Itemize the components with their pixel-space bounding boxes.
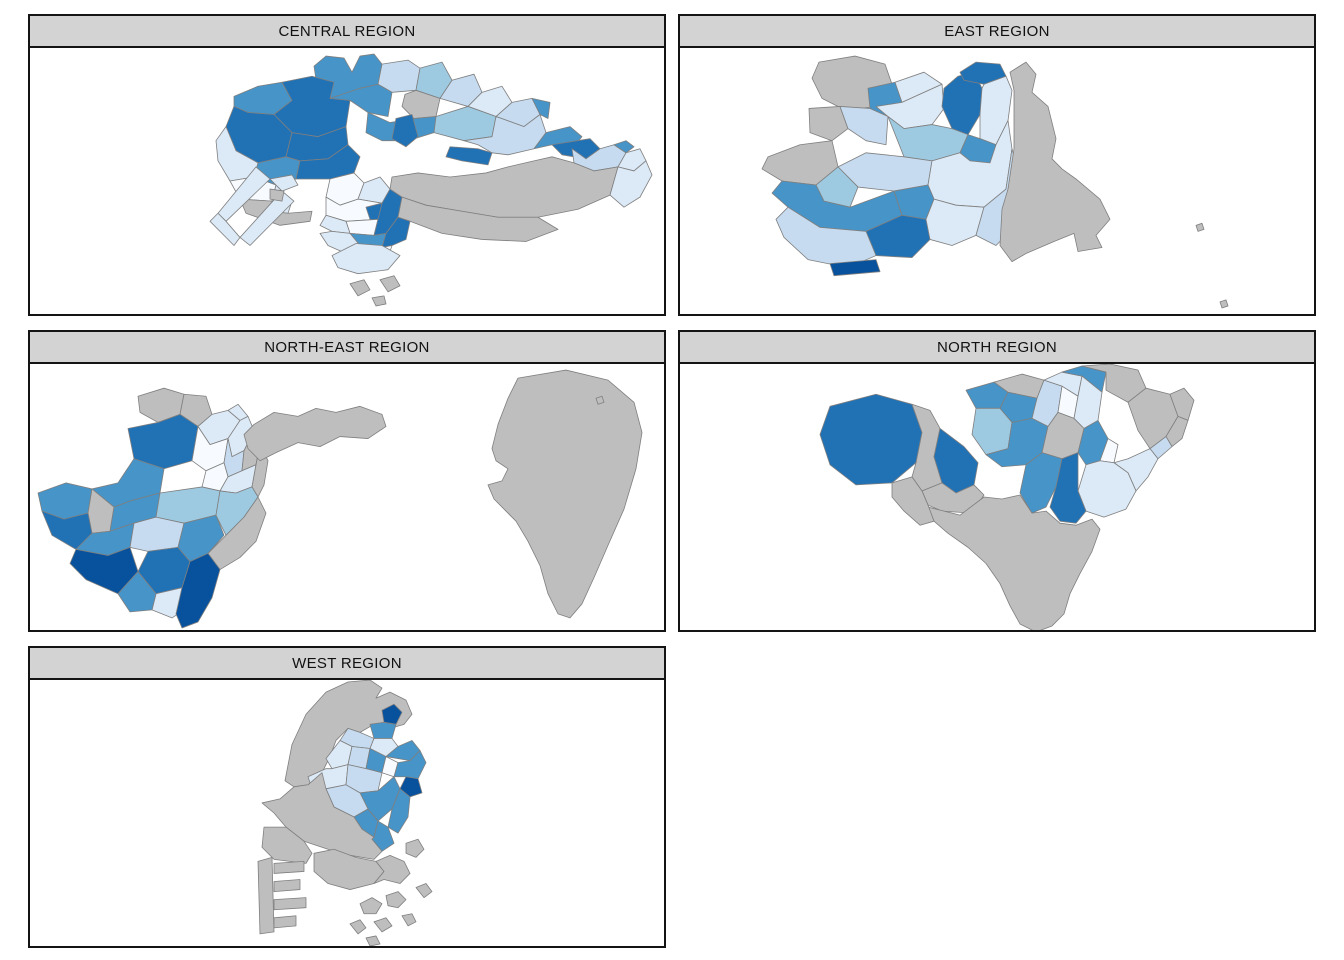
subzone-polygon (117, 571, 157, 613)
subzone-polygon (415, 883, 433, 899)
subzone-polygon (1061, 365, 1107, 393)
subzone-polygon (531, 97, 551, 119)
subzone-polygon (613, 140, 635, 154)
map-north-region (819, 364, 1195, 630)
subzone-polygon (239, 190, 295, 246)
map-area-east-region (678, 48, 1316, 316)
subzone-polygon (284, 680, 413, 788)
subzone-polygon (385, 891, 407, 909)
subzone-polygon (487, 369, 643, 619)
subzone-polygon (609, 160, 653, 208)
panel-central-region: CENTRAL REGION (28, 14, 666, 316)
subzone-polygon (925, 198, 985, 246)
subzone-polygon (273, 879, 301, 892)
subzone-polygon (971, 407, 1013, 456)
subzone-polygon (891, 476, 935, 526)
subzone-polygon (595, 395, 605, 405)
subzone-polygon (209, 212, 241, 246)
subzone-polygon (405, 838, 425, 858)
subzone-polygon (381, 703, 403, 725)
subzone-polygon (329, 83, 393, 117)
subzone-polygon (373, 854, 411, 884)
strip-title-east: EAST REGION (944, 22, 1050, 40)
subzone-polygon (1019, 452, 1063, 514)
strip-east-region: EAST REGION (678, 14, 1316, 48)
panel-north-region: NORTH REGION (678, 330, 1316, 632)
strip-title-west: WEST REGION (292, 654, 402, 672)
map-area-central-region (28, 48, 666, 316)
subzone-polygon (401, 913, 417, 927)
subzone-polygon (921, 482, 985, 514)
strip-north-east-region: NORTH-EAST REGION (28, 330, 666, 364)
subzone-polygon (295, 144, 361, 180)
subzone-polygon (345, 218, 379, 236)
subzone-polygon (175, 553, 221, 629)
panel-north-east-region: NORTH-EAST REGION (28, 330, 666, 632)
subzone-polygon (273, 897, 307, 911)
subzone-polygon (269, 174, 299, 192)
subzone-polygon (371, 295, 387, 307)
subzone-polygon (393, 750, 427, 780)
subzone-polygon (839, 106, 889, 146)
subzone-polygon (399, 776, 423, 798)
map-area-north-east-region (28, 364, 666, 632)
subzone-polygon (829, 259, 881, 277)
subzone-polygon (1219, 299, 1229, 309)
strip-north-region: NORTH REGION (678, 330, 1316, 364)
subzone-polygon (129, 516, 185, 552)
subzone-polygon (373, 917, 393, 933)
strip-central-region: CENTRAL REGION (28, 14, 666, 48)
subzone-polygon (269, 188, 285, 202)
subzone-polygon (273, 915, 297, 929)
subzone-polygon (365, 935, 381, 946)
map-east-region (761, 55, 1229, 309)
panel-west-region: WEST REGION (28, 646, 666, 948)
map-area-west-region (28, 680, 666, 948)
subzone-polygon (369, 721, 397, 739)
subzone-polygon (379, 275, 401, 293)
strip-title-north: NORTH REGION (937, 338, 1057, 356)
strip-title-north-east: NORTH-EAST REGION (264, 338, 430, 356)
subzone-polygon (1169, 387, 1195, 421)
subzone-polygon (359, 897, 383, 915)
map-north-east-region (37, 369, 643, 629)
strip-title-central: CENTRAL REGION (278, 22, 416, 40)
subzone-polygon (808, 106, 849, 142)
subzone-polygon (257, 856, 275, 935)
subzone-polygon (331, 243, 401, 275)
subzone-polygon (445, 146, 493, 166)
subzone-polygon (273, 860, 305, 874)
subzone-polygon (927, 494, 1101, 630)
subzone-polygon (349, 279, 371, 297)
subzone-polygon (1049, 452, 1087, 524)
subzone-polygon (349, 919, 367, 935)
subzone-polygon (999, 61, 1111, 263)
subzone-polygon (391, 114, 419, 148)
strip-west-region: WEST REGION (28, 646, 666, 680)
panel-east-region: EAST REGION (678, 14, 1316, 316)
subzone-polygon (819, 393, 923, 486)
subzone-polygon (1195, 222, 1205, 232)
subzone-polygon (243, 405, 387, 462)
map-area-north-region (678, 364, 1316, 632)
map-west-region (257, 680, 433, 946)
subzone-polygon (261, 826, 313, 864)
map-central-region (209, 53, 653, 307)
